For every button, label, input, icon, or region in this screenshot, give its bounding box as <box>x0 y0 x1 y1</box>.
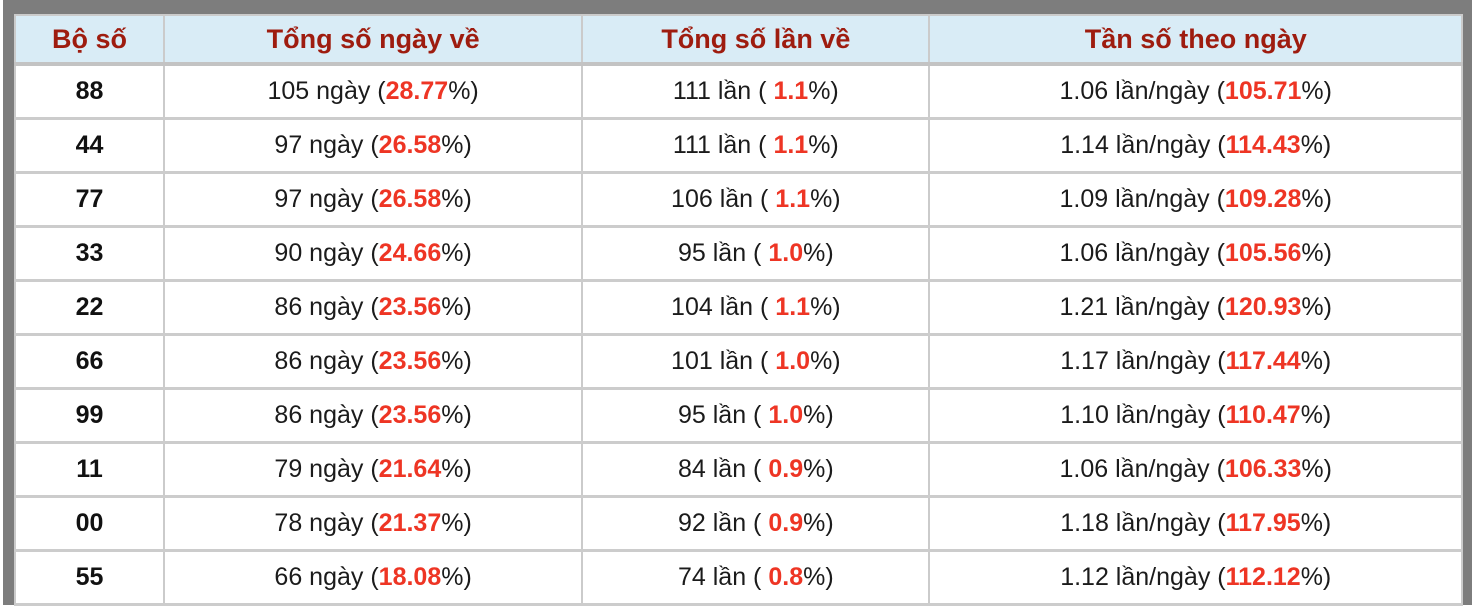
cell-tong-so-ngay-ve: 86 ngày (23.56%) <box>163 387 584 444</box>
cell-tong-so-ngay-ve: 105 ngày (28.77%) <box>163 62 584 120</box>
cell-bo-so: 11 <box>13 441 166 498</box>
header-tan-so-theo-ngay: Tần số theo ngày <box>928 14 1463 66</box>
cell-tan-so-theo-ngay-percent: 117.44 <box>1225 347 1301 375</box>
table-row: 55 66 ngày (18.08%) 74 lần ( 0.8%) 1.12 lần… <box>13 549 1463 606</box>
cell-tan-so-theo-ngay: 1.12 lần/ngày (112.12%) <box>928 549 1463 606</box>
table-row: 77 97 ngày (26.58%) 106 lần ( 1.1%) 1.09 lầ… <box>13 171 1463 228</box>
cell-tong-so-ngay-ve: 97 ngày (26.58%) <box>163 117 584 174</box>
cell-tong-so-lan-ve-percent: 1.0 <box>768 401 804 429</box>
cell-tong-so-lan-ve: 95 lần ( 1.0%) <box>581 225 931 282</box>
cell-tan-so-theo-ngay: 1.06 lần/ngày (105.56%) <box>928 225 1463 282</box>
cell-tong-so-lan-ve: 104 lần ( 1.1%) <box>581 279 931 336</box>
cell-bo-so: 77 <box>13 171 166 228</box>
cell-tong-so-lan-ve: 106 lần ( 1.1%) <box>581 171 931 228</box>
cell-bo-so: 22 <box>13 279 166 336</box>
cell-bo-so: 44 <box>13 117 166 174</box>
cell-tong-so-ngay-ve-percent: 26.58 <box>378 131 442 159</box>
cell-tan-so-theo-ngay: 1.21 lần/ngày (120.93%) <box>928 279 1463 336</box>
cell-tong-so-lan-ve-percent: 1.1 <box>775 185 811 213</box>
cell-tan-so-theo-ngay: 1.09 lần/ngày (109.28%) <box>928 171 1463 228</box>
cell-tong-so-lan-ve-percent: 0.8 <box>768 563 804 591</box>
header-row: Bộ số Tổng số ngày về Tổng số lần về Tần… <box>13 14 1463 66</box>
table-body: 88 105 ngày (28.77%) 111 lần ( 1.1%) 1.06 l… <box>13 62 1463 606</box>
cell-tong-so-ngay-ve: 90 ngày (24.66%) <box>163 225 584 282</box>
cell-tan-so-theo-ngay: 1.10 lần/ngày (110.47%) <box>928 387 1463 444</box>
table-row: 66 86 ngày (23.56%) 101 lần ( 1.0%) 1.17 lầ… <box>13 333 1463 390</box>
cell-tong-so-lan-ve: 74 lần ( 0.8%) <box>581 549 931 606</box>
cell-bo-so: 66 <box>13 333 166 390</box>
cell-tong-so-lan-ve-percent: 1.1 <box>773 131 809 159</box>
table-row: 99 86 ngày (23.56%) 95 lần ( 1.0%) 1.10 lần… <box>13 387 1463 444</box>
cell-tong-so-ngay-ve-percent: 23.56 <box>378 401 442 429</box>
cell-tan-so-theo-ngay-percent: 114.43 <box>1225 131 1301 159</box>
cell-tong-so-ngay-ve-percent: 26.58 <box>378 185 442 213</box>
cell-tong-so-lan-ve-percent: 1.1 <box>773 77 809 105</box>
cell-tong-so-lan-ve-percent: 1.0 <box>768 239 804 267</box>
cell-tan-so-theo-ngay-percent: 117.95 <box>1225 509 1301 537</box>
cell-tong-so-ngay-ve: 79 ngày (21.64%) <box>163 441 584 498</box>
cell-tan-so-theo-ngay: 1.06 lần/ngày (106.33%) <box>928 441 1463 498</box>
cell-tan-so-theo-ngay-percent: 112.12 <box>1225 563 1301 591</box>
table-header: Bộ số Tổng số ngày về Tổng số lần về Tần… <box>13 14 1463 66</box>
cell-tong-so-ngay-ve: 78 ngày (21.37%) <box>163 495 584 552</box>
header-bo-so: Bộ số <box>13 14 166 66</box>
cell-tong-so-ngay-ve-percent: 23.56 <box>378 293 442 321</box>
cell-tan-so-theo-ngay-percent: 106.33 <box>1224 455 1302 483</box>
cell-tong-so-lan-ve: 101 lần ( 1.0%) <box>581 333 931 390</box>
cell-bo-so: 00 <box>13 495 166 552</box>
header-tong-so-ngay-ve: Tổng số ngày về <box>163 14 584 66</box>
cell-tong-so-ngay-ve-percent: 18.08 <box>378 563 442 591</box>
cell-tong-so-lan-ve: 111 lần ( 1.1%) <box>581 62 931 120</box>
cell-tong-so-ngay-ve-percent: 23.56 <box>378 347 442 375</box>
cell-tan-so-theo-ngay-percent: 120.93 <box>1224 293 1302 321</box>
header-tong-so-lan-ve: Tổng số lần về <box>581 14 931 66</box>
table-row: 00 78 ngày (21.37%) 92 lần ( 0.9%) 1.18 lần… <box>13 495 1463 552</box>
cell-tan-so-theo-ngay-percent: 105.56 <box>1224 239 1302 267</box>
cell-tong-so-ngay-ve: 97 ngày (26.58%) <box>163 171 584 228</box>
cell-tan-so-theo-ngay-percent: 109.28 <box>1224 185 1302 213</box>
cell-tan-so-theo-ngay: 1.14 lần/ngày (114.43%) <box>928 117 1463 174</box>
table-row: 88 105 ngày (28.77%) 111 lần ( 1.1%) 1.06 l… <box>13 62 1463 120</box>
table-frame: Bộ số Tổng số ngày về Tổng số lần về Tần… <box>3 0 1472 606</box>
cell-tan-so-theo-ngay-percent: 110.47 <box>1225 401 1301 429</box>
table-row: 33 90 ngày (24.66%) 95 lần ( 1.0%) 1.06 lần… <box>13 225 1463 282</box>
cell-tong-so-lan-ve: 92 lần ( 0.9%) <box>581 495 931 552</box>
cell-tong-so-lan-ve-percent: 0.9 <box>768 455 804 483</box>
cell-tong-so-ngay-ve-percent: 24.66 <box>378 239 442 267</box>
cell-tong-so-ngay-ve-percent: 21.37 <box>378 509 442 537</box>
table-row: 11 79 ngày (21.64%) 84 lần ( 0.9%) 1.06 lần… <box>13 441 1463 498</box>
table-row: 22 86 ngày (23.56%) 104 lần ( 1.1%) 1.21 lầ… <box>13 279 1463 336</box>
cell-tong-so-lan-ve-percent: 0.9 <box>768 509 804 537</box>
cell-tong-so-ngay-ve: 66 ngày (18.08%) <box>163 549 584 606</box>
cell-bo-so: 99 <box>13 387 166 444</box>
cell-tan-so-theo-ngay-percent: 105.71 <box>1224 77 1302 105</box>
cell-tan-so-theo-ngay: 1.17 lần/ngày (117.44%) <box>928 333 1463 390</box>
lottery-stats-table: Bộ số Tổng số ngày về Tổng số lần về Tần… <box>13 14 1463 606</box>
cell-tong-so-lan-ve: 95 lần ( 1.0%) <box>581 387 931 444</box>
cell-bo-so: 88 <box>13 62 166 120</box>
cell-tong-so-lan-ve-percent: 1.1 <box>775 293 811 321</box>
cell-tong-so-lan-ve: 84 lần ( 0.9%) <box>581 441 931 498</box>
cell-tan-so-theo-ngay: 1.06 lần/ngày (105.71%) <box>928 62 1463 120</box>
cell-bo-so: 33 <box>13 225 166 282</box>
cell-tong-so-ngay-ve: 86 ngày (23.56%) <box>163 333 584 390</box>
cell-tan-so-theo-ngay: 1.18 lần/ngày (117.95%) <box>928 495 1463 552</box>
cell-tong-so-ngay-ve: 86 ngày (23.56%) <box>163 279 584 336</box>
table-row: 44 97 ngày (26.58%) 111 lần ( 1.1%) 1.14 lầ… <box>13 117 1463 174</box>
cell-tong-so-lan-ve: 111 lần ( 1.1%) <box>581 117 931 174</box>
cell-tong-so-ngay-ve-percent: 28.77 <box>385 77 449 105</box>
cell-bo-so: 55 <box>13 549 166 606</box>
cell-tong-so-ngay-ve-percent: 21.64 <box>378 455 442 483</box>
cell-tong-so-lan-ve-percent: 1.0 <box>775 347 811 375</box>
